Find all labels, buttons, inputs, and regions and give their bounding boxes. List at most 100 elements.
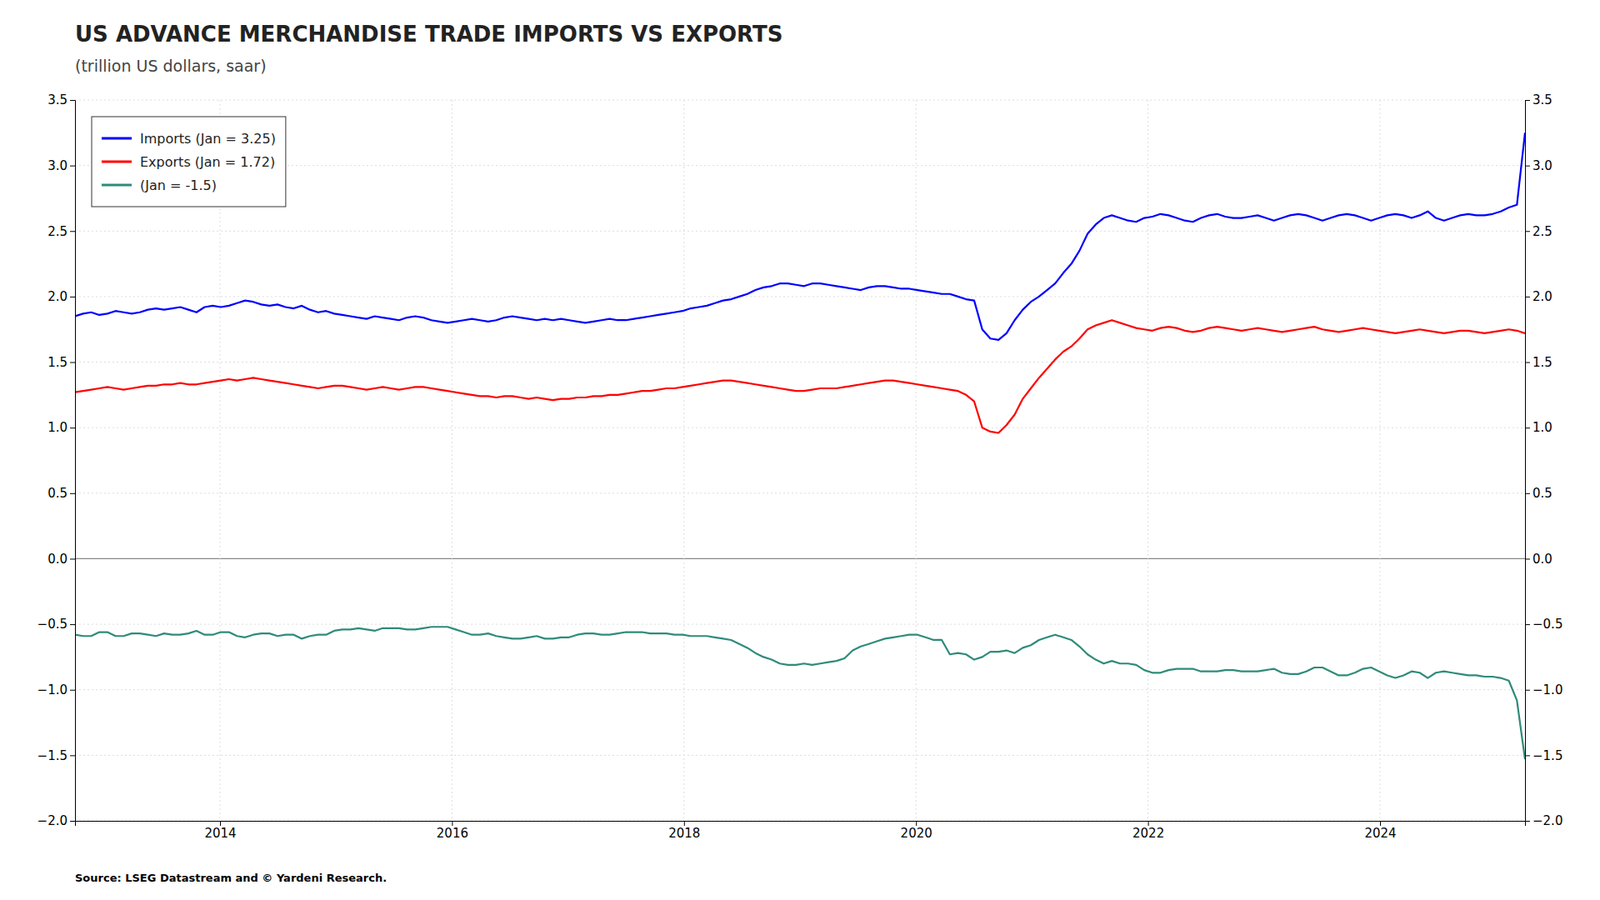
grid-line-y — [75, 230, 1525, 232]
tick-mark — [1525, 230, 1530, 232]
tick-mark — [1525, 362, 1530, 364]
grid-line-y — [75, 624, 1525, 625]
series-line — [75, 320, 1525, 433]
tick-label: −1.0 — [37, 682, 68, 698]
tick-label: 2.0 — [1532, 289, 1553, 305]
tick-mark — [1525, 558, 1530, 560]
lines — [75, 132, 1525, 760]
tick-label: 0.5 — [47, 485, 68, 501]
tick: 2014 — [204, 820, 236, 841]
chart-svg: 2014 2016 2018 2020 2022 2024 −2.0 −1.5 −1.0 −0.5… — [0, 0, 1600, 900]
tick: 2018 — [668, 820, 700, 841]
tick: 0.5 — [1525, 485, 1553, 501]
tick-mark — [70, 427, 75, 429]
tick: 2.0 — [47, 289, 75, 305]
grid-line-x — [220, 100, 221, 821]
y-axis: −2.0 −1.5 −1.0 −0.5 0.0 0.5 1.0 1.5 2.0 2.5 3.0 3.5 — [37, 92, 76, 829]
tick: 1.5 — [47, 355, 75, 370]
axis-line — [75, 821, 1526, 827]
tick-label: 2018 — [668, 825, 700, 841]
title: US ADVANCE MERCHANDISE TRADE IMPORTS VS … — [75, 21, 783, 47]
grid-line-y — [75, 295, 1525, 297]
tick-mark — [1525, 100, 1530, 101]
tick-label: −0.5 — [1532, 616, 1563, 632]
tick-label: 0.0 — [1532, 551, 1553, 567]
tick-label: −1.5 — [1532, 748, 1563, 764]
tick: 2.5 — [1525, 224, 1553, 240]
grid — [75, 100, 1525, 821]
tick: 0.0 — [47, 551, 75, 567]
legend-label: Imports (Jan = 3.25) — [140, 130, 276, 147]
chart-container: 2014 2016 2018 2020 2022 2024 −2.0 −1.5 −1.0 −0.5… — [0, 0, 1600, 900]
tick-label: 1.0 — [47, 420, 68, 435]
tick-label: 0.5 — [1532, 485, 1553, 501]
tick-mark — [70, 690, 75, 691]
tick-label: 1.5 — [47, 355, 68, 370]
zero-line — [75, 558, 1525, 560]
grid-line-y — [75, 165, 1525, 166]
grid-line-x — [1147, 100, 1149, 821]
tick: −1.5 — [37, 748, 75, 764]
tick-label: 3.0 — [47, 158, 68, 174]
tick-label: −0.5 — [37, 616, 68, 632]
tick: −0.5 — [1525, 616, 1563, 632]
tick-label: −1.5 — [37, 748, 68, 764]
tick: −1.5 — [1525, 748, 1563, 764]
tick-mark — [70, 755, 75, 756]
grid-line-y — [75, 755, 1525, 756]
grid-line-x — [1380, 100, 1381, 821]
annotation: Source: LSEG Datastream and © Yardeni Re… — [75, 871, 387, 885]
tick: −2.0 — [37, 813, 75, 829]
tick-label: 3.0 — [1532, 158, 1553, 174]
tick-mark — [1525, 493, 1530, 495]
tick-mark — [1525, 820, 1530, 822]
legend-box — [91, 116, 286, 207]
tick-label: 2.5 — [47, 224, 68, 240]
tick: 0.5 — [47, 485, 75, 501]
tick: 2022 — [1132, 820, 1165, 841]
tick: −2.0 — [1525, 813, 1563, 829]
subtitle: (trillion US dollars, saar) — [75, 56, 267, 75]
tick-mark — [70, 100, 75, 101]
tick-label: 2.5 — [1532, 224, 1553, 240]
grid-line-y — [75, 689, 1525, 690]
grid-line-y — [75, 100, 1525, 101]
axis-line — [1525, 100, 1531, 822]
tick-label: −2.0 — [37, 813, 68, 829]
legend-label: (Jan = -1.5) — [140, 177, 217, 194]
tick: −1.0 — [37, 682, 75, 698]
tick-mark — [1525, 624, 1530, 625]
tick: 2020 — [900, 820, 933, 841]
tick: 0.0 — [1525, 551, 1553, 567]
legend-label: Exports (Jan = 1.72) — [140, 154, 275, 170]
tick-label: −2.0 — [1532, 813, 1563, 829]
tick-mark — [70, 558, 75, 560]
tick-label: −1.0 — [1532, 682, 1563, 698]
tick-label: 3.5 — [47, 92, 68, 108]
tick-mark — [70, 624, 75, 625]
tick: 3.5 — [1525, 92, 1553, 108]
tick: 1.5 — [1525, 355, 1553, 370]
tick-label: 1.0 — [1532, 420, 1553, 435]
tick-mark — [1525, 296, 1530, 298]
tick-label: 2014 — [204, 825, 236, 841]
tick-label: 3.5 — [1532, 92, 1553, 108]
tick-label: 1.5 — [1532, 355, 1553, 370]
tick-mark — [70, 230, 75, 232]
series-line — [75, 626, 1525, 760]
tick-label: 2020 — [900, 825, 933, 841]
plot-area: 2014 2016 2018 2020 2022 2024 −2.0 −1.5 −1.0 −0.5… — [37, 92, 1564, 840]
tick-mark — [70, 493, 75, 495]
tick: 2016 — [436, 820, 469, 841]
tick-label: 2024 — [1364, 825, 1396, 841]
y2-axis: −2.0 −1.5 −1.0 −0.5 0.0 0.5 1.0 1.5 2.0 2.5 3.0 3.5 — [1525, 92, 1563, 829]
tick-label: 0.0 — [47, 551, 68, 567]
tick: −0.5 — [37, 616, 75, 632]
tick: 1.0 — [47, 420, 75, 435]
tick-label: 2022 — [1132, 825, 1165, 841]
tick-mark — [1525, 690, 1530, 691]
x-axis: 2014 2016 2018 2020 2022 2024 — [75, 820, 1526, 841]
legend: Imports (Jan = 3.25) Exports (Jan = 1.72)… — [91, 116, 286, 207]
grid-line-y — [75, 492, 1525, 494]
axis-line — [70, 100, 76, 822]
